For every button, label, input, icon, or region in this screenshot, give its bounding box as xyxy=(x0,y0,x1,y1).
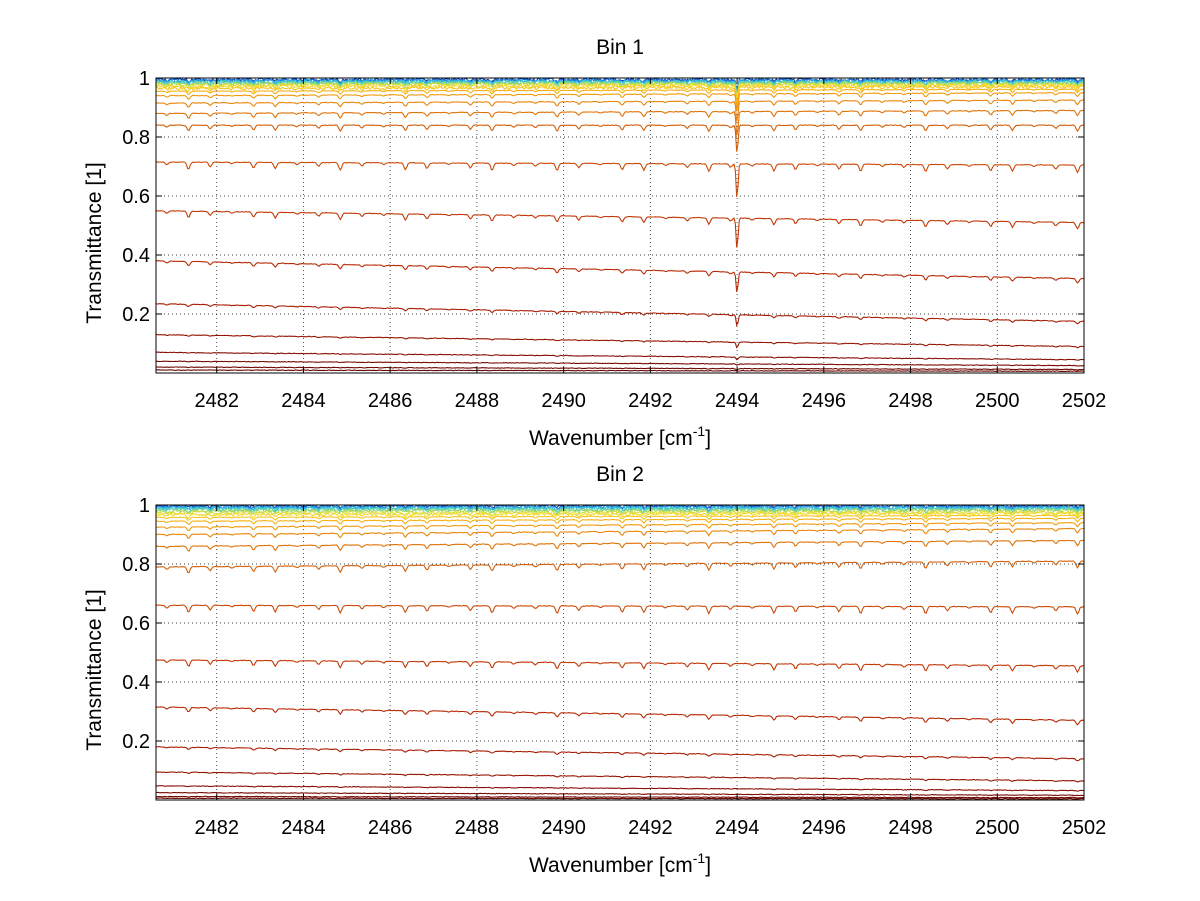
x-tick-label: 2482 xyxy=(194,390,239,412)
x-tick-label: 2496 xyxy=(802,390,847,412)
x-tick-label: 2484 xyxy=(281,390,326,412)
series-line xyxy=(155,517,1085,526)
x-tick-label: 2482 xyxy=(194,817,239,839)
x-axis-label: Wavenumber [cm-1] xyxy=(529,423,711,450)
series-line xyxy=(155,92,1084,112)
ticks: 2482 2484 2486 2488 2490 2492 2494 2496 2498 2500… xyxy=(122,495,1106,839)
y-tick-label: 0.2 xyxy=(122,304,150,326)
series-line xyxy=(155,539,1084,552)
x-tick-label: 2502 xyxy=(1062,390,1107,412)
x-tick-label: 2492 xyxy=(628,390,673,412)
x-axis-label-text: Wavenumber [cm xyxy=(529,427,693,450)
plot-title: Bin 1 xyxy=(596,36,644,59)
series-line xyxy=(156,560,1085,574)
series-line xyxy=(155,510,1085,520)
y-tick-label: 0.2 xyxy=(122,731,150,753)
series-line xyxy=(155,527,1085,539)
x-tick-label: 2500 xyxy=(975,817,1020,839)
x-axis-label-end: ] xyxy=(705,854,711,877)
x-tick-label: 2490 xyxy=(541,390,586,412)
series-group xyxy=(155,77,1085,373)
plot-title: Bin 2 xyxy=(596,463,644,486)
series-line xyxy=(155,99,1085,122)
series-line xyxy=(156,706,1085,726)
x-tick-label: 2494 xyxy=(715,390,760,412)
x-tick-label: 2500 xyxy=(975,390,1020,412)
x-tick-label: 2486 xyxy=(368,390,413,412)
y-tick-label: 0.4 xyxy=(122,672,150,694)
y-tick-label: 1 xyxy=(139,495,150,517)
plot-area xyxy=(156,505,1084,800)
y-tick-label: 0.6 xyxy=(122,613,150,635)
series-line xyxy=(155,795,1085,799)
series-line xyxy=(155,109,1085,136)
series-line xyxy=(155,260,1085,293)
series-line xyxy=(155,791,1085,797)
x-tick-label: 2498 xyxy=(888,817,933,839)
series-line xyxy=(155,210,1085,248)
y-axis-label: Transmittance [1] xyxy=(83,162,106,323)
x-axis-label-superscript: -1 xyxy=(693,423,706,439)
series-line xyxy=(155,604,1085,616)
series-line xyxy=(155,124,1085,152)
series-line xyxy=(155,360,1085,367)
axes-frame xyxy=(155,77,1085,374)
y-axis-label: Transmittance [1] xyxy=(83,589,106,750)
y-tick-label: 0.4 xyxy=(122,245,150,267)
y-tick-label: 0.8 xyxy=(122,127,150,149)
series-line xyxy=(155,351,1085,361)
x-tick-label: 2502 xyxy=(1062,817,1107,839)
plot-bin-2: Bin 2 2482 2484 2486 2488 2490 2492 2494 2496 24… xyxy=(83,463,1106,877)
x-axis-label-superscript: -1 xyxy=(693,850,706,866)
series-line xyxy=(155,797,1085,800)
x-tick-label: 2496 xyxy=(802,817,847,839)
series-line xyxy=(155,333,1085,349)
series-line xyxy=(155,746,1085,762)
series-line xyxy=(156,521,1084,532)
plot-bin-1: Bin 1 2482 2484 2486 2488 2490 2492 2494 2496 24… xyxy=(83,36,1106,450)
x-tick-label: 2492 xyxy=(628,817,673,839)
series-line xyxy=(155,84,1085,104)
x-tick-label: 2486 xyxy=(368,817,413,839)
series-line xyxy=(155,366,1085,371)
x-tick-label: 2488 xyxy=(455,817,500,839)
series-line xyxy=(155,88,1085,107)
series-line xyxy=(155,785,1085,792)
x-tick-label: 2484 xyxy=(281,817,326,839)
series-line xyxy=(155,514,1084,521)
ticks: 2482 2484 2486 2488 2490 2492 2494 2496 2498 2500… xyxy=(122,68,1106,412)
x-axis-label-text: Wavenumber [cm xyxy=(529,854,693,877)
series-line xyxy=(155,659,1085,674)
plot-area xyxy=(156,78,1084,373)
series-line xyxy=(155,302,1085,328)
x-tick-label: 2498 xyxy=(888,390,933,412)
x-tick-label: 2494 xyxy=(715,817,760,839)
series-line xyxy=(155,369,1085,373)
x-axis-label: Wavenumber [cm-1] xyxy=(529,850,711,877)
y-tick-label: 1 xyxy=(139,68,150,90)
y-tick-label: 0.6 xyxy=(122,186,150,208)
x-tick-label: 2490 xyxy=(541,817,586,839)
y-tick-label: 0.8 xyxy=(122,554,150,576)
series-line xyxy=(155,771,1085,783)
axes-frame xyxy=(155,504,1085,801)
x-tick-label: 2488 xyxy=(455,390,500,412)
series-line xyxy=(155,161,1085,197)
x-axis-label-end: ] xyxy=(705,427,711,450)
